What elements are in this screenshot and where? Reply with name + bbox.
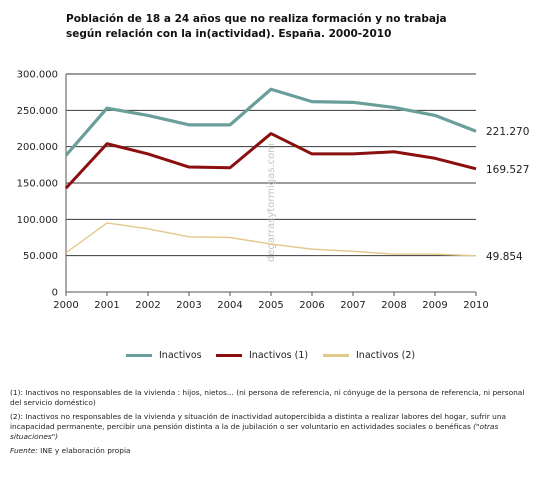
y-tick-label: 50.000 [23,251,58,262]
legend-label: Inactivos [159,350,202,361]
legend-swatch [126,354,152,357]
end-value-label: 169.527 [486,164,529,176]
y-tick-label: 150.000 [17,179,58,190]
end-labels: 221.270 169.527 49.854 [486,126,529,263]
x-tick-label: 2000 [53,300,78,311]
legend-label: Inactivos (2) [356,350,416,361]
footnote-2-italic: ("otras situaciones") [10,422,499,441]
line-chart: 0 50.000 100.000 150.000 200.000 250.000 300.0… [17,70,530,312]
footnotes: (1): Inactivos no responsables de la viv… [10,388,526,460]
legend-item: Inactivos [126,350,202,361]
series-lines [64,87,477,257]
legend-swatch [216,354,242,357]
legend: Inactivos Inactivos (1) Inactivos (2) [0,350,536,364]
series-line [64,132,477,190]
watermark: degarrasytormigas.com [266,143,277,262]
series-line [64,87,477,157]
x-tick-label: 2010 [463,300,488,311]
x-tick-label: 2005 [258,300,283,311]
y-tick-label: 0 [52,288,58,299]
end-value-label: 49.854 [486,251,523,263]
source-label: Fuente: [10,446,38,455]
footnote-2-text: (2): Inactivos no responsables de la viv… [10,412,507,431]
legend-swatch [323,354,349,357]
series-line [65,222,477,257]
source-note: Fuente: INE y elaboración propia [10,446,526,456]
source-text: INE y elaboración propia [37,446,131,455]
y-tick-label: 200.000 [17,142,58,153]
x-tick-label: 2007 [340,300,365,311]
axes [65,74,477,296]
x-tick-label: 2001 [94,300,119,311]
legend-label: Inactivos (1) [249,350,309,361]
y-tick-label: 100.000 [17,215,58,226]
chart-title: Población de 18 a 24 años que no realiza… [66,13,447,40]
tick-labels: 0 50.000 100.000 150.000 200.000 250.000 300.0… [17,70,489,312]
x-tick-label: 2009 [422,300,447,311]
end-value-label: 221.270 [486,126,529,138]
gridlines [66,73,476,257]
legend-item: Inactivos (1) [216,350,308,361]
y-tick-label: 250.000 [17,106,58,117]
x-tick-label: 2006 [299,300,324,311]
x-tick-label: 2008 [381,300,406,311]
legend-item: Inactivos (2) [323,350,415,361]
footnote-1: (1): Inactivos no responsables de la viv… [10,388,525,407]
x-tick-label: 2004 [217,300,242,311]
y-tick-label: 300.000 [17,70,58,81]
x-tick-label: 2003 [176,300,201,311]
footnote-2: (2): Inactivos no responsables de la viv… [10,412,526,442]
x-tick-label: 2002 [135,300,160,311]
